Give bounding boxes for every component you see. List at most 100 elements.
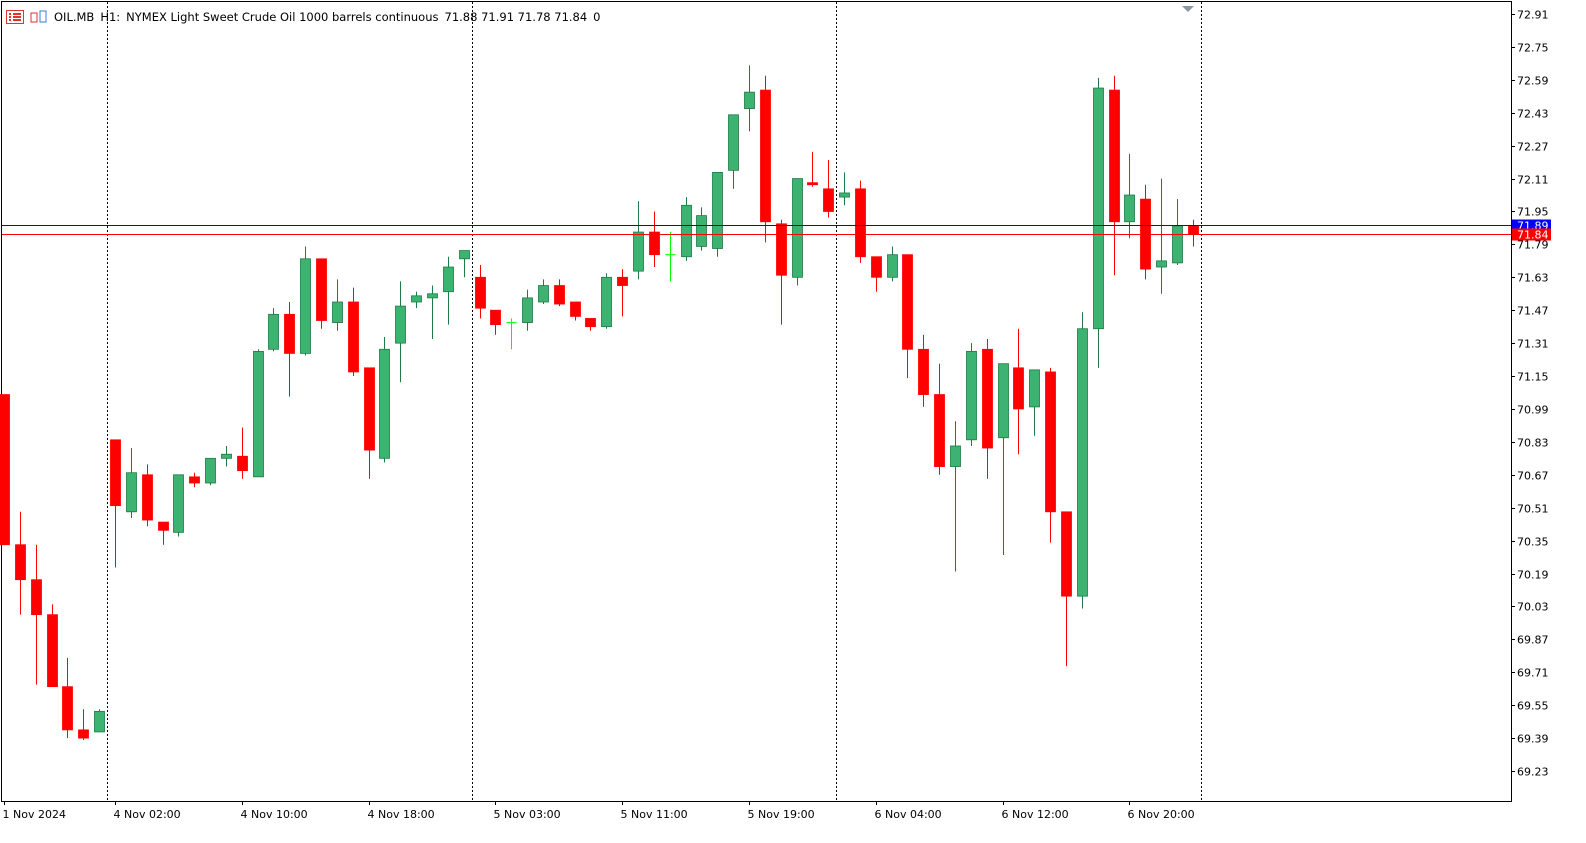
candle-body <box>1045 371 1056 513</box>
candle-body <box>31 579 42 616</box>
candle-body <box>823 188 834 212</box>
candle-body <box>918 348 929 395</box>
candle[interactable] <box>1013 328 1024 455</box>
timeframe-label: H1: <box>100 10 121 24</box>
session-separators <box>107 2 1202 801</box>
candle[interactable] <box>570 301 581 321</box>
candle[interactable] <box>459 250 470 278</box>
candle-body <box>554 285 565 305</box>
scroll-marker-icon[interactable] <box>1182 6 1194 12</box>
menu-list-icon[interactable] <box>6 10 24 24</box>
candle[interactable] <box>506 318 517 350</box>
candle[interactable] <box>998 363 1009 556</box>
price-tick-label: 72.11 <box>1517 174 1549 187</box>
candle[interactable] <box>443 256 454 325</box>
candle[interactable] <box>902 254 913 379</box>
candle[interactable] <box>316 258 327 329</box>
candle[interactable] <box>268 308 279 352</box>
candle[interactable] <box>427 285 438 340</box>
candle[interactable] <box>47 604 58 688</box>
candle[interactable] <box>237 427 248 479</box>
candle-body <box>205 457 216 484</box>
candle[interactable] <box>982 339 993 479</box>
candle[interactable] <box>950 421 961 572</box>
candle[interactable] <box>728 114 739 189</box>
candle-body <box>601 276 612 328</box>
candle[interactable] <box>554 279 565 307</box>
candle[interactable] <box>1029 369 1040 436</box>
candle[interactable] <box>173 474 184 537</box>
time-tick-label: 5 Nov 11:00 <box>621 808 688 821</box>
candle[interactable] <box>649 211 660 268</box>
candle[interactable] <box>475 264 486 319</box>
candle[interactable] <box>31 544 42 685</box>
candle[interactable] <box>585 318 596 331</box>
candle[interactable] <box>411 291 422 309</box>
candle[interactable] <box>126 448 137 518</box>
candle[interactable] <box>1140 184 1151 280</box>
candle[interactable] <box>776 219 787 325</box>
candle[interactable] <box>490 309 501 335</box>
candle[interactable] <box>823 160 834 218</box>
candle-body <box>1109 89 1120 223</box>
candle[interactable] <box>792 178 803 286</box>
candle[interactable] <box>522 289 533 331</box>
ohlc-values: 71.88 71.91 71.78 71.84 <box>444 10 588 24</box>
time-tick-label: 4 Nov 02:00 <box>114 808 181 821</box>
candle[interactable] <box>807 151 818 187</box>
candle[interactable] <box>364 367 375 479</box>
candle[interactable] <box>1124 153 1135 239</box>
candle[interactable] <box>15 511 26 615</box>
price-tick-label: 71.79 <box>1517 239 1549 252</box>
candle[interactable] <box>617 269 628 317</box>
candle-body <box>776 223 787 276</box>
candle[interactable] <box>221 445 232 467</box>
candle[interactable] <box>284 301 295 397</box>
candle[interactable] <box>94 709 105 733</box>
candle-body <box>379 348 390 459</box>
candle[interactable] <box>1077 312 1088 609</box>
candle[interactable] <box>871 256 882 292</box>
candle[interactable] <box>1061 511 1072 667</box>
candle[interactable] <box>760 75 771 243</box>
candle[interactable] <box>538 279 549 305</box>
candle[interactable] <box>0 394 10 546</box>
candle-body <box>902 254 913 350</box>
candle[interactable] <box>918 334 929 407</box>
candle[interactable] <box>253 349 264 478</box>
candle[interactable] <box>839 172 850 206</box>
candle[interactable] <box>1045 367 1056 543</box>
candle[interactable] <box>62 657 73 739</box>
candle[interactable] <box>696 207 707 251</box>
candle-body <box>1077 328 1088 597</box>
candle-body <box>364 367 375 451</box>
candle-body <box>633 231 644 272</box>
candle[interactable] <box>681 197 692 261</box>
candle[interactable] <box>665 232 676 282</box>
candle[interactable] <box>1156 178 1167 294</box>
candle[interactable] <box>142 464 153 527</box>
candle[interactable] <box>158 521 169 545</box>
candle[interactable] <box>78 709 89 741</box>
candle[interactable] <box>966 343 977 446</box>
candle[interactable] <box>110 439 121 568</box>
candle[interactable] <box>300 246 311 356</box>
candle[interactable] <box>1109 75 1120 276</box>
candle[interactable] <box>189 472 200 488</box>
candle[interactable] <box>332 279 343 331</box>
chart-type-icon[interactable] <box>30 10 48 24</box>
candle[interactable] <box>887 246 898 282</box>
candle[interactable] <box>712 171 723 257</box>
candle[interactable] <box>379 336 390 463</box>
candle[interactable] <box>601 273 612 329</box>
candle[interactable] <box>1093 77 1104 368</box>
candle[interactable] <box>348 287 359 377</box>
candle[interactable] <box>855 180 866 263</box>
candle[interactable] <box>395 281 406 383</box>
candle[interactable] <box>205 457 216 486</box>
candle[interactable] <box>934 363 945 475</box>
candle[interactable] <box>633 201 644 280</box>
candle[interactable] <box>744 65 755 132</box>
